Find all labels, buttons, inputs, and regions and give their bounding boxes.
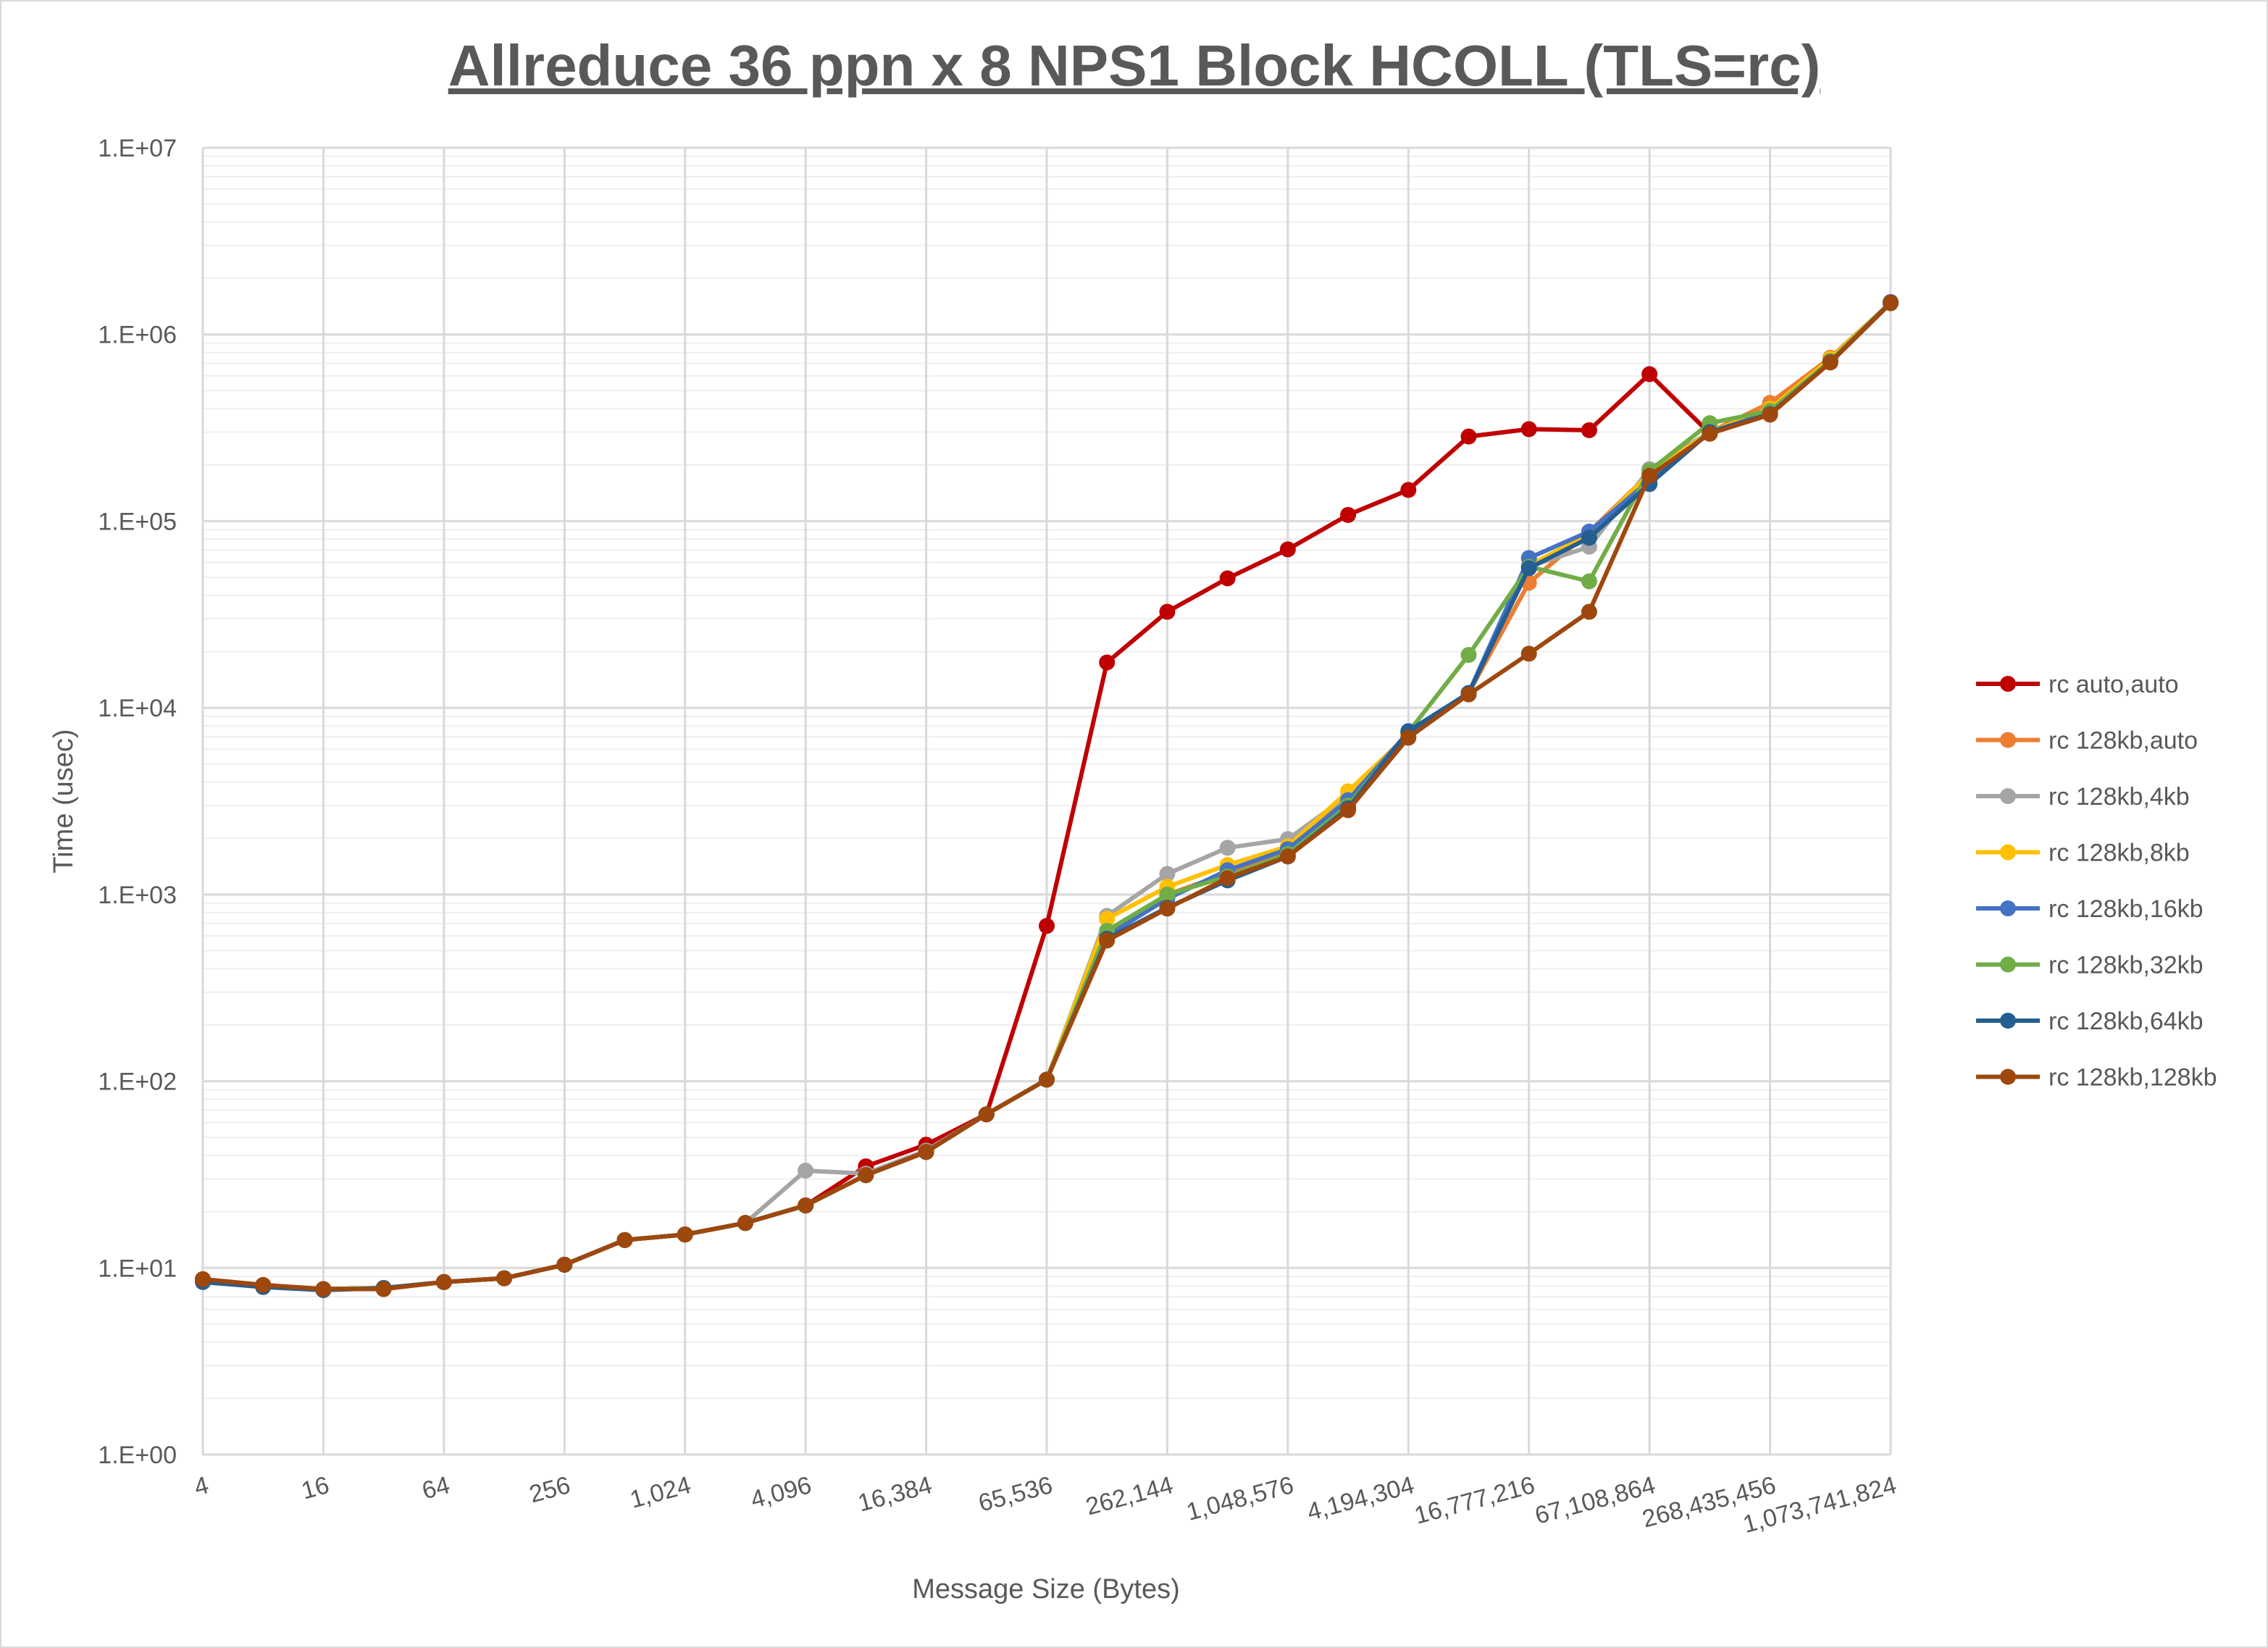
legend-swatch-marker (2000, 1013, 2016, 1029)
data-point (1520, 421, 1537, 438)
data-point (1159, 900, 1176, 917)
data-point (798, 1197, 814, 1214)
legend-swatch-marker (2000, 844, 2016, 861)
data-point (1520, 560, 1537, 577)
y-tick-label: 1.E+01 (98, 1255, 177, 1282)
legend-label: rc 128kb,4kb (2049, 783, 2190, 811)
data-point (858, 1167, 874, 1184)
data-point (1702, 425, 1718, 442)
data-point (978, 1106, 995, 1123)
data-point (1279, 848, 1296, 865)
y-tick-label: 1.E+04 (98, 695, 177, 722)
y-tick-label: 1.E+05 (98, 508, 177, 535)
y-tick-label: 1.E+06 (98, 322, 177, 349)
data-point (1340, 802, 1357, 819)
data-point (1219, 570, 1236, 587)
data-point (918, 1144, 934, 1160)
data-point (1039, 1071, 1055, 1088)
data-point (1279, 541, 1296, 558)
data-point (375, 1281, 392, 1297)
data-point (1883, 295, 1899, 311)
data-point (435, 1273, 452, 1290)
data-point (1581, 603, 1597, 620)
x-axis-label: Message Size (Bytes) (912, 1574, 1180, 1605)
y-axis-label: Time (usec) (49, 729, 79, 873)
data-point (1641, 467, 1658, 484)
legend-label: rc 128kb,16kb (2049, 895, 2204, 923)
data-point (496, 1270, 513, 1287)
data-point (1159, 866, 1176, 882)
data-point (737, 1215, 753, 1231)
data-point (1762, 406, 1778, 423)
chart-title: Allreduce 36 ppn x 8 NPS1 Block HCOLL (T… (448, 33, 1821, 98)
data-point (1400, 729, 1417, 746)
data-point (1822, 354, 1838, 371)
legend-label: rc auto,auto (2049, 671, 2179, 698)
data-point (1099, 654, 1116, 671)
series-rc-128kb-128kb (195, 295, 1899, 1297)
data-point (315, 1281, 332, 1297)
data-point (1219, 870, 1236, 887)
data-point (1581, 422, 1597, 438)
data-point (1581, 530, 1597, 546)
data-point (1520, 645, 1537, 662)
data-point (1460, 647, 1477, 664)
y-axis-ticks: 1.E+00 1.E+01 1.E+02 1.E+03 1.E+04 1.E+05 1.E+… (98, 135, 177, 1469)
y-tick-label: 1.E+07 (98, 135, 177, 162)
series-group (195, 294, 1899, 1299)
data-point (255, 1276, 272, 1293)
y-tick-label: 1.E+02 (98, 1068, 177, 1096)
legend-label: rc 128kb,128kb (2049, 1064, 2217, 1092)
data-point (1460, 686, 1477, 703)
legend-swatch-marker (2000, 788, 2016, 804)
legend-swatch-marker (2000, 900, 2016, 916)
data-point (1460, 428, 1477, 445)
legend-item: rc 128kb,8kb (1976, 840, 2190, 867)
legend-swatch-marker (2000, 676, 2016, 692)
data-point (616, 1231, 633, 1248)
legend-swatch-marker (2000, 732, 2016, 748)
legend: rc auto,auto rc 128kb,auto rc 128kb,4kb rc … (1976, 671, 2217, 1092)
y-tick-label: 1.E+03 (98, 882, 177, 909)
legend-label: rc 128kb,32kb (2049, 952, 2204, 979)
data-point (1400, 482, 1417, 498)
data-point (1340, 506, 1357, 523)
data-point (1581, 573, 1597, 590)
legend-item: rc auto,auto (1976, 671, 2179, 698)
legend-swatch-marker (2000, 1068, 2016, 1085)
data-point (556, 1256, 573, 1273)
data-point (1219, 840, 1236, 856)
legend-label: rc 128kb,64kb (2049, 1008, 2204, 1035)
data-point (195, 1271, 211, 1287)
legend-label: rc 128kb,8kb (2049, 840, 2190, 867)
legend-item: rc 128kb,auto (1976, 727, 2198, 755)
data-point (1641, 366, 1658, 382)
legend-item: rc 128kb,128kb (1976, 1064, 2217, 1092)
data-point (677, 1226, 693, 1243)
y-tick-label: 1.E+00 (98, 1442, 177, 1469)
data-point (1039, 918, 1055, 934)
grid (201, 146, 1892, 1456)
legend-item: rc 128kb,64kb (1976, 1008, 2204, 1035)
legend-item: rc 128kb,32kb (1976, 952, 2204, 979)
data-point (1099, 932, 1116, 949)
legend-item: rc 128kb,16kb (1976, 895, 2204, 923)
legend-label: rc 128kb,auto (2049, 727, 2198, 755)
legend-swatch-marker (2000, 956, 2016, 973)
data-point (1159, 886, 1176, 903)
legend-item: rc 128kb,4kb (1976, 783, 2190, 811)
data-point (1099, 911, 1116, 927)
data-point (798, 1162, 814, 1179)
data-point (1159, 603, 1176, 620)
